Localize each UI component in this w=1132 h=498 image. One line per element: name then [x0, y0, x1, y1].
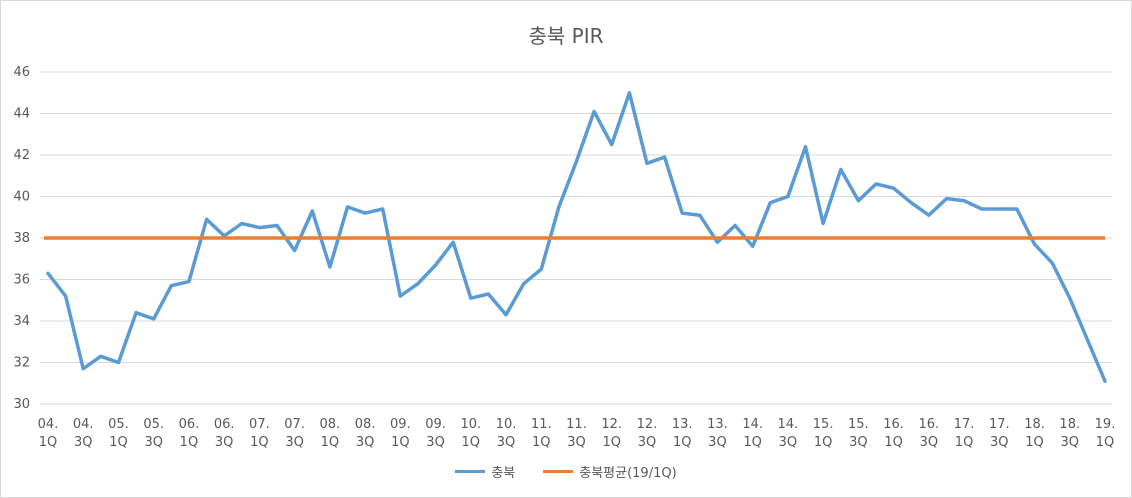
x-tick-label-quarter: 3Q — [708, 435, 727, 450]
gridlines — [40, 71, 1112, 405]
x-tick-label-year: 04. — [73, 417, 94, 432]
x-tick-label-year: 18. — [1024, 417, 1045, 432]
chart-title: 충북 PIR — [528, 24, 604, 48]
x-tick-label-year: 09. — [425, 417, 446, 432]
x-tick-label-quarter: 3Q — [426, 435, 445, 450]
x-tick-label-year: 07. — [249, 417, 270, 432]
y-tick-label: 34 — [13, 314, 30, 329]
x-tick-label-quarter: 3Q — [356, 435, 375, 450]
x-tick-label-year: 14. — [742, 417, 763, 432]
x-tick-label-year: 12. — [601, 417, 622, 432]
x-tick-label-quarter: 3Q — [849, 435, 868, 450]
legend-item-series-2: 충북평균(19/1Q) — [543, 462, 677, 481]
x-tick-label-year: 15. — [813, 417, 834, 432]
legend-label-series-2: 충북평균(19/1Q) — [579, 466, 677, 481]
x-tick-label-quarter: 1Q — [814, 435, 833, 450]
x-tick-label-year: 06. — [179, 417, 200, 432]
legend-item-series-1: 충북 — [455, 462, 515, 481]
x-tick-label-quarter: 1Q — [1025, 435, 1044, 450]
x-tick-label-year: 04. — [38, 417, 59, 432]
y-tick-label: 44 — [13, 107, 30, 122]
y-tick-label: 38 — [13, 231, 30, 246]
x-tick-label-quarter: 1Q — [884, 435, 903, 450]
x-tick-label-quarter: 3Q — [74, 435, 93, 450]
y-tick-label: 36 — [13, 273, 30, 288]
series-lines — [44, 91, 1107, 383]
x-tick-label-year: 19. — [1095, 417, 1116, 432]
x-tick-label-quarter: 3Q — [920, 435, 939, 450]
x-tick-label-quarter: 3Q — [779, 435, 798, 450]
x-tick-label-year: 08. — [355, 417, 376, 432]
y-tick-label: 32 — [13, 356, 30, 371]
x-tick-label-quarter: 1Q — [1096, 435, 1115, 450]
x-tick-label-year: 15. — [848, 417, 869, 432]
x-tick-label-quarter: 1Q — [532, 435, 551, 450]
x-tick-label-year: 18. — [1059, 417, 1080, 432]
x-tick-label-year: 07. — [284, 417, 305, 432]
x-tick-label-quarter: 1Q — [39, 435, 58, 450]
x-tick-label-year: 05. — [108, 417, 129, 432]
x-tick-label-year: 12. — [637, 417, 658, 432]
x-tick-label-quarter: 1Q — [955, 435, 974, 450]
legend-swatch-series-1 — [455, 470, 486, 473]
x-tick-label-quarter: 3Q — [497, 435, 516, 450]
x-tick-label-year: 05. — [143, 417, 164, 432]
x-tick-label-year: 16. — [883, 417, 904, 432]
x-tick-label-year: 08. — [320, 417, 341, 432]
x-tick-label-quarter: 1Q — [109, 435, 128, 450]
legend-swatch-series-2 — [543, 470, 574, 473]
legend-label-series-1: 충북 — [491, 466, 516, 481]
x-tick-label-quarter: 1Q — [462, 435, 481, 450]
x-tick-label-quarter: 3Q — [144, 435, 163, 450]
x-tick-label-quarter: 1Q — [250, 435, 269, 450]
x-tick-label-quarter: 3Q — [567, 435, 586, 450]
x-tick-label-year: 11. — [566, 417, 587, 432]
x-tick-label-year: 06. — [214, 417, 235, 432]
x-tick-label-year: 17. — [989, 417, 1010, 432]
y-axis-ticks: 30 32 34 36 38 40 42 44 46 — [13, 65, 30, 412]
x-tick-label-quarter: 3Q — [990, 435, 1009, 450]
x-axis-ticks: 04. 1Q 04. 3Q 05. 1Q 05. 3Q 06. 1Q 06. 3Q 07. 1Q 07. 3Q… — [38, 417, 1116, 450]
x-tick-label-quarter: 1Q — [673, 435, 692, 450]
x-tick-label-year: 10. — [496, 417, 517, 432]
x-tick-label-year: 13. — [707, 417, 728, 432]
x-tick-label-year: 13. — [672, 417, 693, 432]
x-tick-label-quarter: 3Q — [1061, 435, 1080, 450]
x-tick-label-quarter: 1Q — [743, 435, 762, 450]
x-tick-label-quarter: 3Q — [638, 435, 657, 450]
x-tick-label-quarter: 1Q — [391, 435, 410, 450]
x-tick-label-quarter: 1Q — [180, 435, 199, 450]
x-tick-label-year: 17. — [954, 417, 975, 432]
x-tick-label-year: 09. — [390, 417, 411, 432]
y-tick-label: 40 — [13, 190, 30, 205]
x-tick-label-quarter: 1Q — [321, 435, 340, 450]
legend: 충북 충북평균(19/1Q) — [0, 462, 1132, 481]
x-tick-label-quarter: 3Q — [215, 435, 234, 450]
x-tick-label-year: 14. — [778, 417, 799, 432]
y-tick-label: 46 — [13, 65, 30, 80]
x-tick-label-year: 11. — [531, 417, 552, 432]
x-tick-label-quarter: 3Q — [285, 435, 304, 450]
x-tick-label-year: 10. — [460, 417, 481, 432]
x-tick-label-quarter: 1Q — [602, 435, 621, 450]
y-tick-label: 30 — [13, 397, 30, 412]
x-tick-label-year: 16. — [918, 417, 939, 432]
y-tick-label: 42 — [13, 148, 30, 163]
series-line-1 — [46, 91, 1107, 383]
